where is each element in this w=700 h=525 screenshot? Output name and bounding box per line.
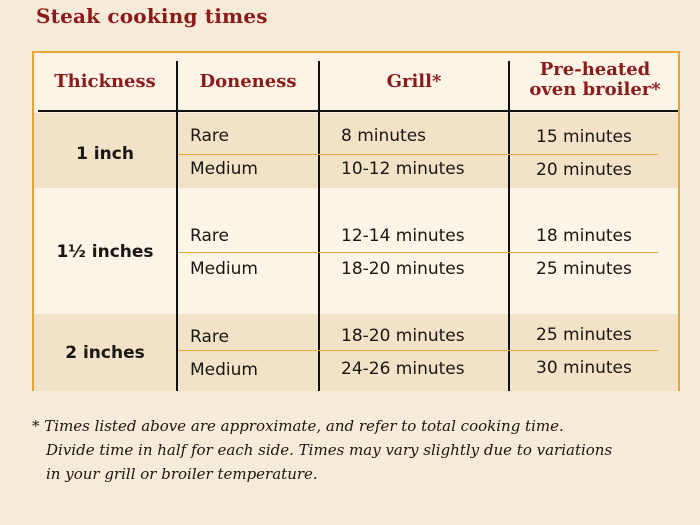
grill-cell: 24-26 minutes: [341, 359, 465, 379]
thickness-1-5-inches: 1½ inches: [56, 242, 154, 262]
table-band-3: [34, 314, 678, 391]
table-header-row: Thickness Doneness Grill* Pre-heated ove…: [34, 53, 678, 113]
header-grill: Grill*: [386, 71, 442, 92]
footnote: * Times listed above are approximate, an…: [32, 414, 672, 486]
grill-cell: 18-20 minutes: [341, 326, 465, 346]
cooking-times-table: Thickness Doneness Grill* Pre-heated ove…: [32, 51, 680, 391]
doneness-cell: Rare: [190, 327, 229, 347]
grill-cell: 12-14 minutes: [341, 226, 465, 246]
page-title: Steak cooking times: [36, 4, 268, 28]
header-broiler-line2: oven broiler*: [529, 79, 661, 100]
doneness-cell: Rare: [190, 226, 229, 246]
column-divider-3: [508, 61, 510, 391]
header-broiler: Pre-heated oven broiler*: [510, 60, 680, 100]
doneness-cell: Rare: [190, 126, 229, 146]
column-divider-2: [318, 61, 320, 391]
header-divider: [38, 110, 678, 112]
row-divider-1: [178, 154, 658, 155]
row-divider-3: [178, 350, 658, 351]
thickness-1-inch: 1 inch: [76, 144, 134, 164]
header-broiler-line1: Pre-heated: [539, 59, 651, 80]
footnote-line-1: * Times listed above are approximate, an…: [32, 417, 564, 435]
broiler-cell: 20 minutes: [536, 160, 632, 180]
grill-cell: 18-20 minutes: [341, 259, 465, 279]
doneness-cell: Medium: [190, 259, 258, 279]
broiler-cell: 18 minutes: [536, 226, 632, 246]
doneness-cell: Medium: [190, 159, 258, 179]
grill-cell: 10-12 minutes: [341, 159, 465, 179]
footnote-line-2: Divide time in half for each side. Times…: [46, 441, 613, 459]
broiler-cell: 30 minutes: [536, 358, 632, 378]
thickness-2-inches: 2 inches: [65, 343, 145, 363]
footnote-line-3: in your grill or broiler temperature.: [46, 465, 318, 483]
column-divider-1: [176, 61, 178, 391]
broiler-cell: 25 minutes: [536, 325, 632, 345]
broiler-cell: 15 minutes: [536, 127, 632, 147]
broiler-cell: 25 minutes: [536, 259, 632, 279]
grill-cell: 8 minutes: [341, 126, 427, 146]
header-doneness: Doneness: [199, 71, 297, 92]
row-divider-2: [178, 252, 658, 253]
table-band-2: [34, 188, 678, 314]
header-thickness: Thickness: [54, 71, 156, 92]
doneness-cell: Medium: [190, 360, 258, 380]
